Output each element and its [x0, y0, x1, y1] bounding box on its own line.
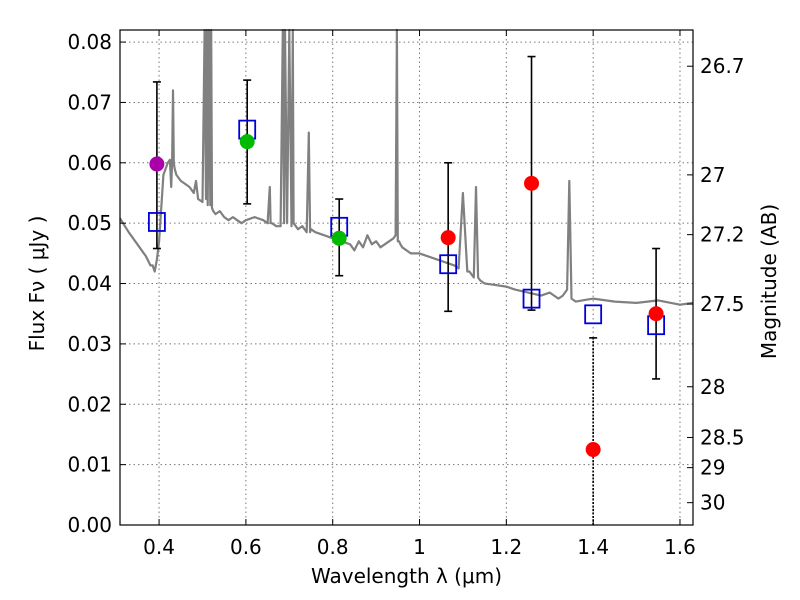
x-tick-label: 1	[413, 535, 426, 559]
model-square	[147, 212, 166, 232]
y-tick-label: 0.00	[67, 513, 112, 537]
observed-point	[239, 134, 255, 150]
right-axis-label: Magnitude (AB)	[757, 204, 781, 359]
y-tick-label: 0.02	[67, 392, 112, 416]
model-square	[439, 254, 458, 275]
model-square	[522, 288, 541, 309]
observed-points	[149, 134, 664, 458]
y-tick-label: 0.07	[67, 90, 112, 114]
model-squares	[147, 119, 666, 336]
y-tick-label: 0.03	[67, 332, 112, 356]
observed-point	[585, 442, 601, 458]
right-tick-label: 30	[700, 491, 725, 515]
error-bars	[152, 55, 661, 525]
right-tick-label: 28.5	[700, 425, 745, 449]
y-tick-label: 0.05	[67, 211, 112, 235]
model-square	[584, 304, 603, 325]
x-axis-label: Wavelength λ (μm)	[311, 564, 502, 588]
x-tick-label: 0.4	[143, 535, 175, 559]
observed-point	[149, 156, 165, 172]
right-tick-label: 29	[700, 456, 725, 480]
right-tick-label: 26.7	[700, 54, 745, 78]
axis-ticks	[120, 30, 693, 526]
observed-point	[648, 306, 664, 322]
y-axis-label: Flux Fν ( μJy )	[25, 216, 49, 352]
spectrum-line	[119, 28, 694, 306]
model-spectrum	[119, 28, 694, 306]
x-tick-label: 0.6	[230, 535, 262, 559]
y-tick-label: 0.04	[67, 272, 112, 296]
x-tick-label: 1.2	[490, 535, 522, 559]
y-tick-label: 0.06	[67, 151, 112, 175]
observed-point	[524, 175, 540, 191]
x-tick-label: 0.8	[317, 535, 349, 559]
x-tick-label: 1.4	[577, 535, 609, 559]
y-tick-label: 0.08	[67, 30, 112, 54]
y-tick-label: 0.01	[67, 453, 112, 477]
right-tick-label: 28	[700, 375, 725, 399]
tick-labels: 0.4 0.6 0.8 1 1.2 1.4 1.6 0.00 0.01 0.02 0.03 0.04 0…	[67, 30, 744, 559]
right-tick-label: 27.2	[700, 223, 745, 247]
plot-frame	[119, 29, 694, 526]
right-tick-label: 27.5	[700, 292, 745, 316]
observed-point	[440, 230, 456, 246]
observed-point	[331, 230, 347, 246]
x-tick-label: 1.6	[664, 535, 696, 559]
right-tick-label: 27	[700, 163, 725, 187]
